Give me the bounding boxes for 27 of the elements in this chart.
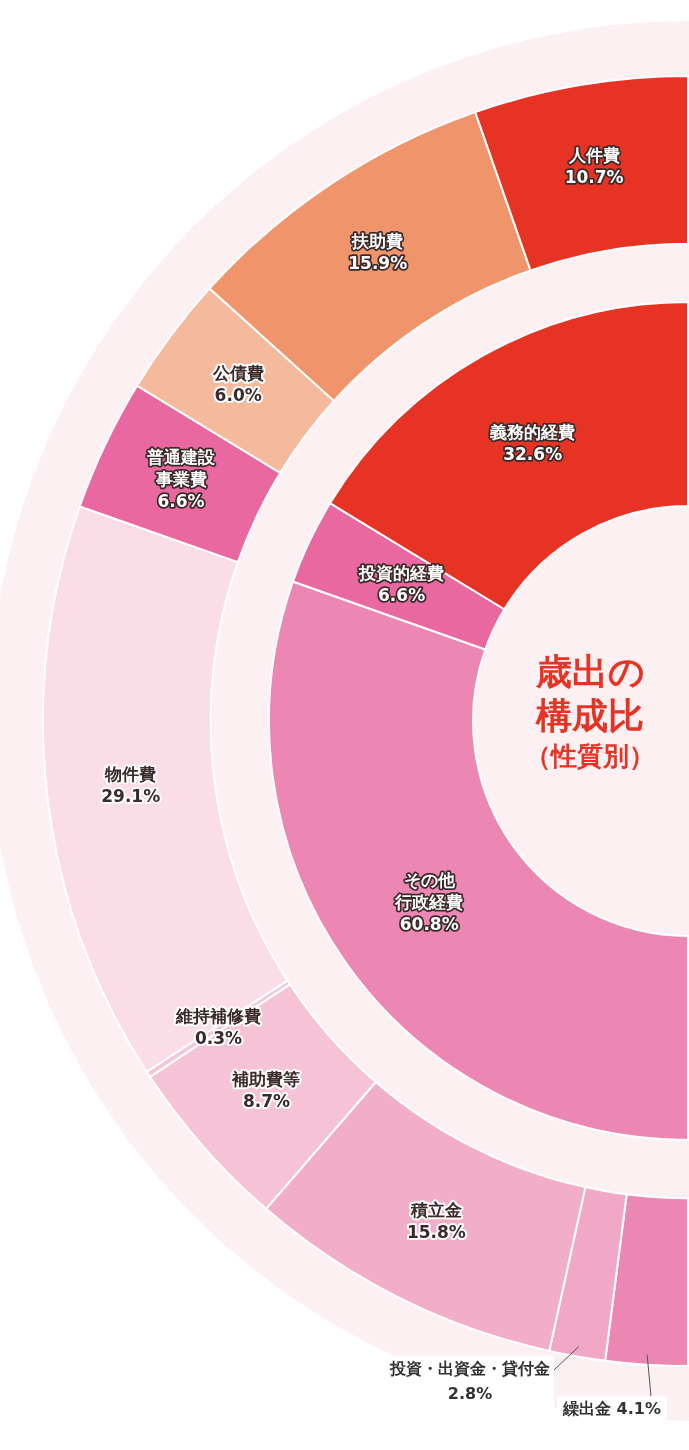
data-label: 8.7%: [242, 1090, 291, 1111]
data-label: 15.8%: [406, 1222, 466, 1242]
data-label: 0.3%: [194, 1027, 243, 1048]
data-label: 60.8%: [399, 914, 459, 935]
slice-label: 維持補修費: [175, 1005, 261, 1026]
slice-label: 普通建設事業費: [146, 446, 217, 489]
slice-label: 投資・出資金・貸付金: [389, 1359, 550, 1379]
slice-label: 人件費: [567, 145, 620, 166]
slice-label: 公債費: [211, 362, 264, 383]
slice-label: 補助費等: [231, 1068, 301, 1089]
slice-label: 物件費: [104, 764, 157, 785]
text: 歳出の構成比: [534, 650, 646, 738]
slice-label: 義務的経費: [489, 422, 576, 443]
text: （性質別）: [524, 740, 656, 773]
slice-label: 繰出金 4.1%: [562, 1399, 661, 1419]
data-label: 2.8%: [447, 1384, 493, 1404]
data-label: 29.1%: [101, 786, 161, 807]
data-label: 32.6%: [503, 444, 563, 465]
data-label: 6.6%: [378, 584, 426, 605]
data-label: 6.0%: [214, 384, 262, 405]
slice-label: 積立金: [409, 1200, 462, 1220]
slice-label: その他行政経費: [394, 870, 464, 913]
data-label: 15.9%: [348, 252, 408, 273]
data-label: 10.7%: [564, 167, 624, 188]
slice-label: 扶助費: [351, 230, 404, 251]
slice-label: 投資的経費: [358, 562, 445, 583]
data-label: 6.6%: [157, 490, 205, 511]
